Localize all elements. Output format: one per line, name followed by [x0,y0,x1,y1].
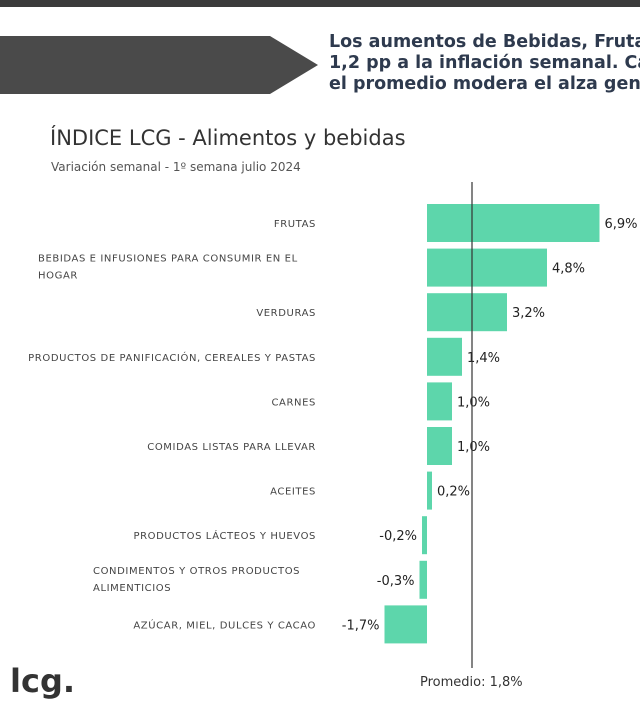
category-label: BEBIDAS E INFUSIONES PARA CONSUMIR EN EL [38,254,298,265]
value-label: 6,9% [605,217,638,232]
headline-line-3: el promedio modera el alza gen [329,74,640,94]
category-label: PRODUCTOS DE PANIFICACIÓN, CEREALES Y PA… [28,351,316,364]
category-label: PRODUCTOS LÁCTEOS Y HUEVOS [133,529,316,542]
value-label: 1,4% [467,351,500,366]
headline-line-1: Los aumentos de Bebidas, Frutas y [329,32,640,52]
chart-subtitle: Variación semanal - 1º semana julio 2024 [51,160,301,174]
value-label: 4,8% [552,262,585,277]
category-label: HOGAR [38,271,78,282]
bar [419,560,427,599]
bar [427,248,547,287]
lcg-logo: lcg. [10,662,75,700]
value-label: 3,2% [512,306,545,321]
category-label: ALIMENTICIOS [93,583,171,594]
top-bar [0,0,640,7]
value-label: -1,7% [342,618,380,633]
headline: Los aumentos de Bebidas, Frutas y 1,2 pp… [329,32,640,95]
bar [427,427,452,465]
bar [422,516,427,555]
header-banner [0,36,318,94]
chart-title: ÍNDICE LCG - Alimentos y bebidas [50,126,406,150]
category-label: CARNES [271,397,316,408]
category-label: AZÚCAR, MIEL, DULCES Y CACAO [133,618,316,631]
category-label: VERDURAS [256,308,316,319]
value-label: -0,2% [379,529,417,544]
category-label: ACEITES [270,487,316,498]
average-label: Promedio: 1,8% [420,675,523,690]
bar [427,382,452,421]
bar [427,471,432,510]
category-label: COMIDAS LISTAS PARA LLEVAR [147,442,316,453]
value-label: 1,0% [457,395,490,410]
value-label: 1,0% [457,440,490,455]
headline-line-2: 1,2 pp a la inflación semanal. Ca [329,53,640,73]
value-label: -0,3% [377,574,415,589]
value-label: 0,2% [437,485,470,500]
category-label: FRUTAS [274,219,316,230]
bar [427,204,600,242]
bar [427,337,462,376]
bar [427,293,507,332]
category-label: CONDIMENTOS Y OTROS PRODUCTOS [93,566,300,577]
bar [384,605,427,644]
